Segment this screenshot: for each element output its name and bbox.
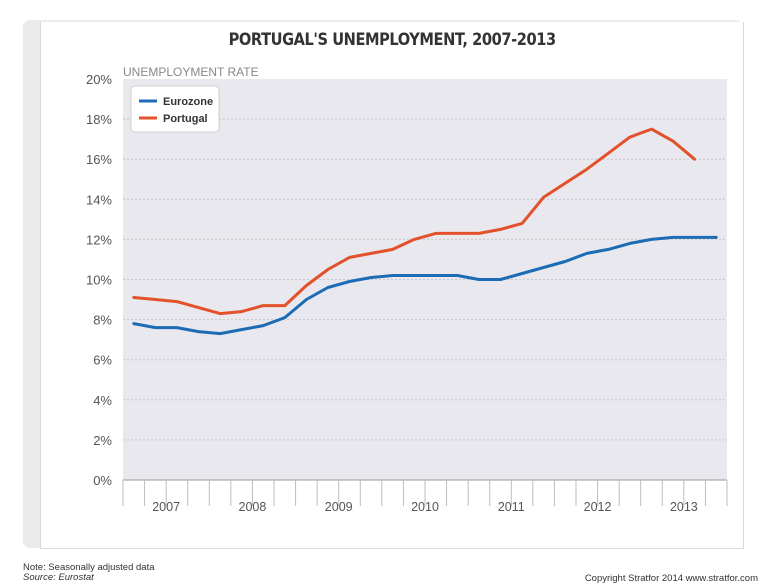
y-tick-label: 14% [86, 192, 112, 207]
copyright-text: Copyright Stratfor 2014 www.stratfor.com [584, 573, 758, 584]
series-line-portugal [132, 127, 697, 316]
y-tick-label: 12% [86, 232, 112, 247]
y-tick-label: 10% [86, 273, 112, 288]
legend-box [130, 85, 220, 133]
title-bar: PORTUGAL'S UNEMPLOYMENT, 2007-2013 [40, 22, 744, 60]
y-tick-label: 4% [93, 393, 112, 408]
legend-label-eurozone: Eurozone [163, 96, 213, 108]
y-tick-label: 16% [86, 152, 112, 167]
y-tick-label: 20% [86, 72, 112, 87]
y-tick-label: 6% [93, 353, 112, 368]
y-tick-label: 2% [93, 433, 112, 448]
x-tick-label: 2010 [411, 500, 439, 514]
footnote: Note: Seasonally adjusted data Source: E… [23, 563, 155, 583]
legend: Eurozone Portugal [130, 85, 220, 133]
x-tick-label: 2012 [584, 500, 612, 514]
chart-title: PORTUGAL'S UNEMPLOYMENT, 2007-2013 [228, 30, 556, 50]
legend-label-portugal: Portugal [163, 113, 208, 125]
y-tick-label: 0% [93, 473, 112, 488]
y-tick-label: 8% [93, 313, 112, 328]
y-tick-label: 18% [86, 112, 112, 127]
x-tick-label: 2009 [325, 500, 353, 514]
x-tick-label: 2011 [498, 500, 525, 514]
x-tick-label: 2007 [152, 500, 180, 514]
source-text: Source: Eurostat [23, 572, 94, 583]
series-line-eurozone [132, 235, 718, 336]
x-tick-label: 2013 [670, 500, 698, 514]
y-axis-label: UNEMPLOYMENT RATE [123, 65, 259, 79]
note-text: Note: Seasonally adjusted data [23, 562, 155, 573]
x-tick-label: 2008 [239, 500, 267, 514]
